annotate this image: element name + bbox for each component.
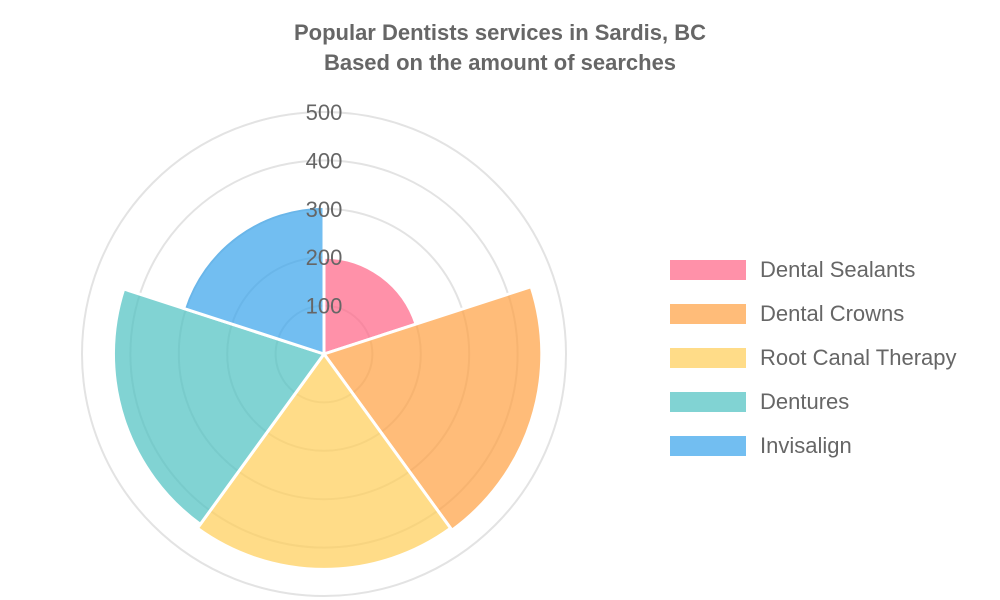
- slice-dentures[interactable]: [112, 287, 327, 527]
- legend-item[interactable]: Dental Crowns: [670, 292, 957, 336]
- legend-swatch: [670, 436, 746, 456]
- legend-swatch: [670, 392, 746, 412]
- legend: Dental Sealants Dental Crowns Root Canal T…: [670, 248, 957, 468]
- r-tick-label: 500: [306, 100, 343, 125]
- slice-root-canal-therapy[interactable]: [195, 351, 453, 571]
- legend-item[interactable]: Root Canal Therapy: [670, 336, 957, 380]
- legend-swatch: [670, 260, 746, 280]
- chart-title: Popular Dentists services in Sardis, BC: [293, 20, 707, 45]
- legend-label: Dentures: [760, 389, 850, 414]
- legend-item[interactable]: Invisalign: [670, 424, 957, 468]
- chart-subtitle: Based on the amount of searches: [323, 50, 677, 75]
- legend-label: Invisalign: [760, 433, 852, 458]
- slice-dental-sealants[interactable]: [322, 255, 418, 357]
- legend-label: Root Canal Therapy: [760, 345, 957, 370]
- r-tick-label: 200: [306, 245, 343, 270]
- legend-label: Dental Sealants: [760, 257, 916, 282]
- legend-swatch: [670, 304, 746, 324]
- r-tick-label: 400: [306, 148, 343, 173]
- legend-swatch: [670, 348, 746, 368]
- r-tick-label: 100: [306, 294, 343, 319]
- legend-item[interactable]: Dental Sealants: [670, 248, 957, 292]
- slice-invisalign[interactable]: [181, 204, 326, 357]
- r-tick-label: 300: [306, 197, 343, 222]
- grid-circle: [81, 111, 567, 597]
- slice-dental-crowns[interactable]: [321, 284, 544, 533]
- legend-label: Dental Crowns: [760, 301, 905, 326]
- legend-item[interactable]: Dentures: [670, 380, 957, 424]
